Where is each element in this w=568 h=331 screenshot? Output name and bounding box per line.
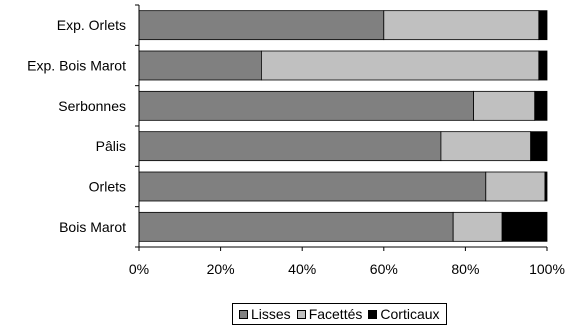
category-label: Orlets [89, 179, 126, 195]
bar-lisses-3 [138, 131, 442, 162]
bar-corticaux-4 [544, 171, 548, 202]
bar-corticaux-2 [534, 90, 548, 121]
x-tick-label: 80% [451, 261, 479, 277]
bar-corticaux-5 [501, 211, 548, 242]
legend-swatch [368, 309, 378, 319]
x-tick-label: 20% [207, 261, 235, 277]
bar-lisses-4 [138, 171, 487, 202]
bar-facettes-2 [473, 90, 536, 121]
legend-label: Lisses [251, 306, 291, 322]
bar-lisses-5 [138, 211, 454, 242]
legend-swatch [239, 309, 248, 319]
category-labels-group: Exp. Orlets Exp. Bois Marot Serbonnes Pâlis… [27, 17, 126, 235]
x-ticks-group [138, 247, 548, 251]
bar-facettes-1 [260, 50, 540, 81]
category-label: Bois Marot [59, 219, 126, 235]
category-label: Pâlis [96, 138, 126, 154]
bar-facettes-5 [452, 211, 503, 242]
legend-label: Corticaux [380, 306, 440, 322]
legend: Lisses Facettés Corticaux [232, 303, 447, 325]
bar-corticaux-1 [538, 50, 548, 81]
bars-group [138, 10, 548, 242]
bar-facettes-4 [485, 171, 546, 202]
y-ticks-group [135, 4, 139, 248]
category-label: Exp. Bois Marot [27, 58, 126, 74]
x-tick-labels-group: 0% 20% 40% 60% 80% 100% [129, 261, 565, 277]
bar-facettes-0 [383, 10, 540, 41]
legend-item: Facettés [296, 306, 363, 322]
x-tick-label: 40% [288, 261, 316, 277]
legend-item: Corticaux [368, 306, 440, 322]
bar-lisses-2 [138, 90, 474, 121]
bar-lisses-1 [138, 50, 262, 81]
category-label: Exp. Orlets [57, 17, 126, 33]
x-tick-label: 0% [129, 261, 149, 277]
category-label: Serbonnes [58, 98, 126, 114]
legend-label: Facettés [308, 306, 363, 322]
bar-corticaux-0 [538, 10, 548, 41]
bar-facettes-3 [440, 131, 532, 162]
x-tick-label: 100% [529, 261, 565, 277]
legend-item: Lisses [239, 306, 291, 322]
x-tick-label: 60% [370, 261, 398, 277]
bar-lisses-0 [138, 10, 385, 41]
legend-swatch [296, 309, 306, 319]
bar-corticaux-3 [530, 131, 548, 162]
